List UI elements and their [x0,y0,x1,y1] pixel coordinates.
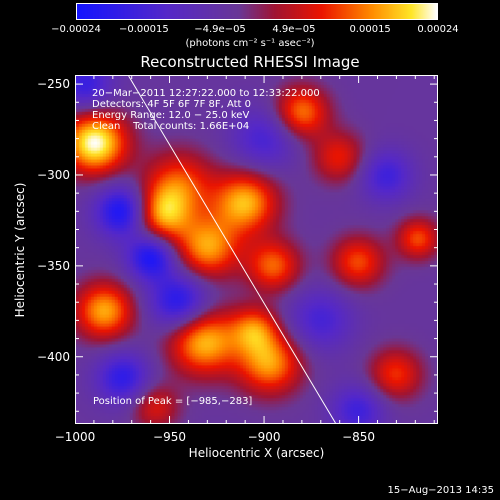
plot-area [75,75,438,424]
solar-limb-line [128,76,336,423]
y-axis-label: Heliocentric Y (arcsec) [13,182,27,318]
colorbar-tick-label: −0.00024 [51,24,101,35]
x-tick-label: −900 [247,430,281,444]
x-tick-label: −850 [342,430,376,444]
info-time-range: 20−Mar−2011 12:27:22.000 to 12:33:22.000 [92,88,320,99]
footer-date: 15−Aug−2013 14:35 [387,485,494,496]
y-tick-label: −300 [37,167,70,182]
info-energy-range: Energy Range: 12.0 − 25.0 keV [92,110,250,121]
info-detectors: Detectors: 4F 5F 6F 7F 8F, Att 0 [92,99,252,110]
peak-position-label: Position of Peak = [−985,−283] [93,396,253,407]
colorbar-tick-label: 0.00015 [349,24,391,35]
limb-line [128,76,336,423]
y-tick-label: −250 [37,77,70,92]
colorbar-units: (photons cm⁻² s⁻¹ asec⁻²) [185,38,315,49]
x-tick-label: −1000 [54,430,96,444]
colorbar [76,3,438,20]
info-total-counts: Clean Total counts: 1.66E+04 [92,121,250,132]
x-axis-label: Heliocentric X (arcsec) [188,446,325,460]
colorbar-tick-label: −0.00015 [119,24,169,35]
colorbar-tick-label: −4.9e−05 [194,24,246,35]
heatmap-image [76,76,437,423]
y-tick-label: −400 [37,349,70,364]
x-tick-label: −950 [153,430,187,444]
colorbar-tick-label: 0.00024 [417,24,459,35]
y-tick-label: −350 [37,258,70,273]
colorbar-tick-label: 4.9e−05 [272,24,316,35]
chart-title: Reconstructed RHESSI Image [140,53,360,71]
